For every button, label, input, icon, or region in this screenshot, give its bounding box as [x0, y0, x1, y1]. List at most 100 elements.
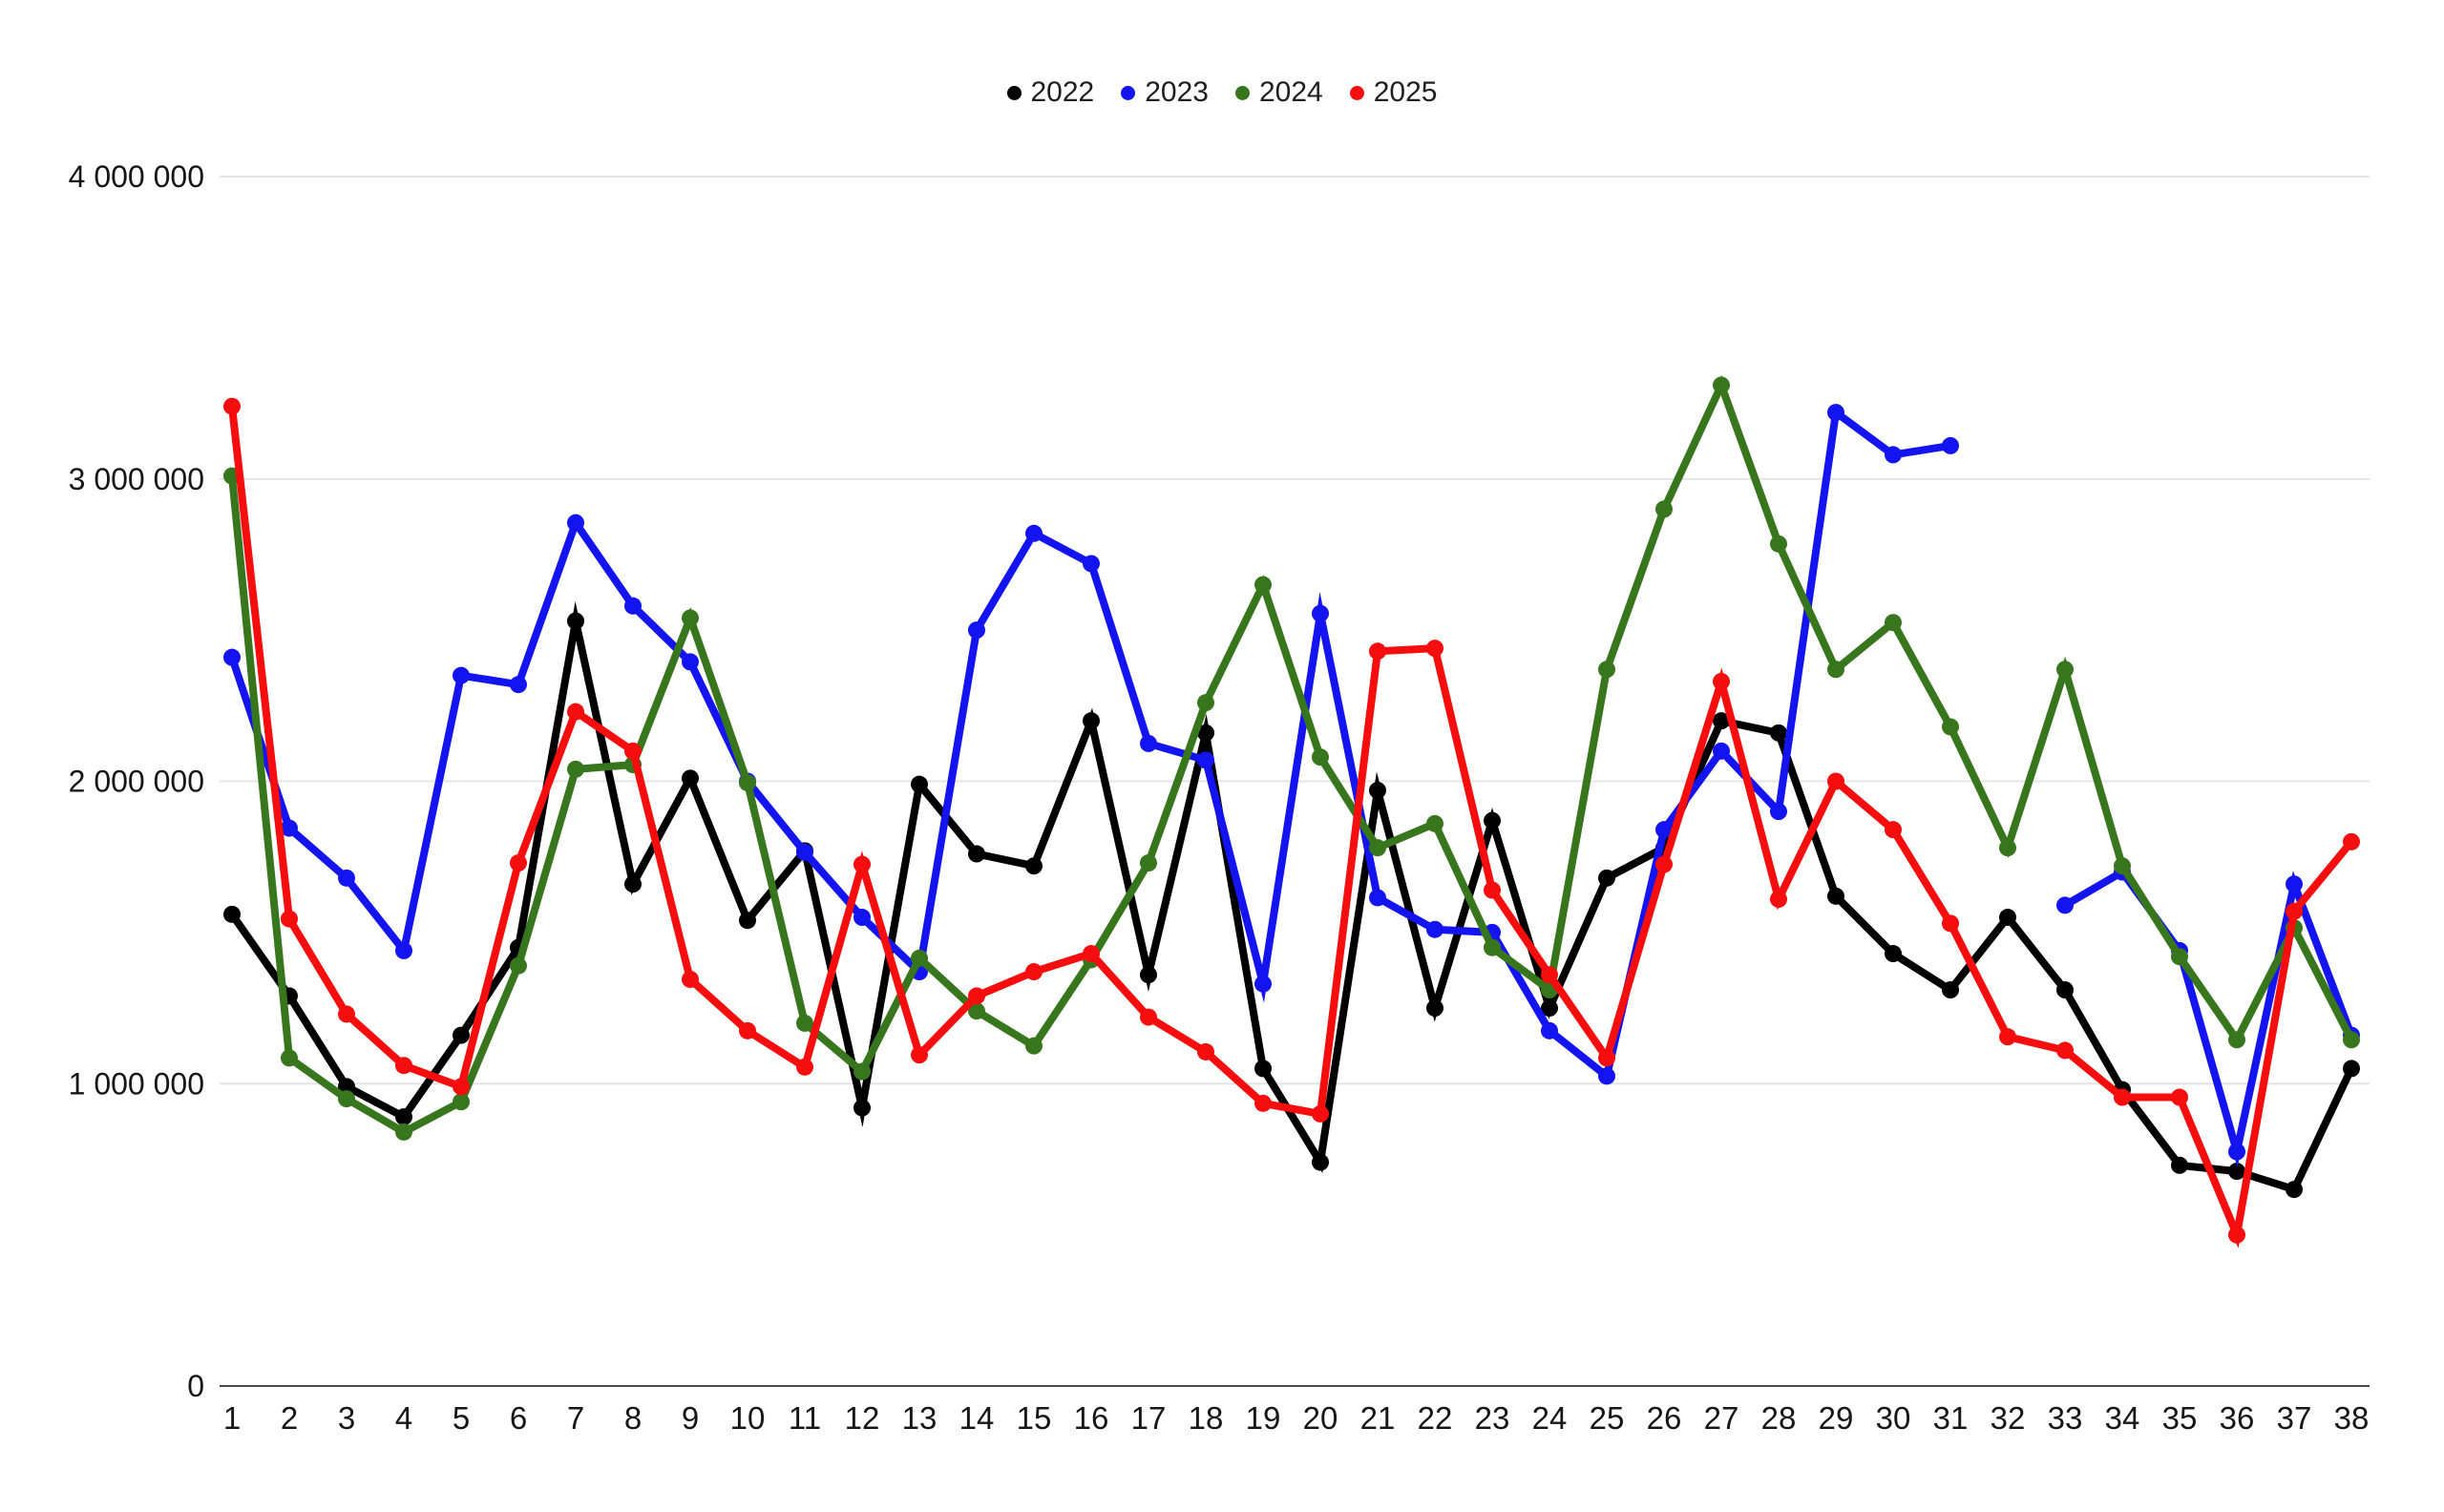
data-point-2025-35[interactable]	[2171, 1088, 2188, 1106]
data-point-2022-13[interactable]	[911, 775, 928, 793]
data-point-2022-25[interactable]	[1598, 869, 1615, 887]
data-point-2022-17[interactable]	[1140, 966, 1157, 984]
data-point-2022-8[interactable]	[624, 875, 642, 893]
data-point-2023-30[interactable]	[1885, 446, 1902, 464]
data-point-2022-5[interactable]	[453, 1026, 470, 1044]
data-point-2023-21[interactable]	[1369, 889, 1386, 907]
data-point-2025-7[interactable]	[567, 703, 584, 721]
data-point-2022-21[interactable]	[1369, 782, 1386, 800]
data-point-2022-12[interactable]	[853, 1099, 871, 1117]
data-point-2024-34[interactable]	[2114, 857, 2131, 875]
data-point-2024-9[interactable]	[682, 609, 699, 627]
data-point-2024-5[interactable]	[453, 1093, 470, 1111]
data-point-2023-33[interactable]	[2056, 896, 2074, 914]
data-point-2025-18[interactable]	[1197, 1042, 1214, 1060]
data-point-2023-8[interactable]	[624, 597, 642, 615]
data-point-2022-18[interactable]	[1197, 724, 1214, 742]
data-point-2023-4[interactable]	[395, 941, 412, 959]
data-point-2023-29[interactable]	[1827, 404, 1844, 422]
data-point-2022-31[interactable]	[1942, 981, 1959, 999]
data-point-2024-2[interactable]	[281, 1049, 298, 1067]
legend-item-2023[interactable]: 2023	[1121, 78, 1209, 107]
data-point-2024-7[interactable]	[567, 760, 584, 778]
data-point-2023-37[interactable]	[2286, 875, 2303, 893]
data-point-2022-23[interactable]	[1484, 811, 1501, 830]
data-point-2022-10[interactable]	[739, 912, 756, 930]
data-point-2025-4[interactable]	[395, 1057, 412, 1075]
data-point-2025-22[interactable]	[1426, 640, 1443, 658]
data-point-2025-16[interactable]	[1083, 945, 1100, 963]
data-point-2025-10[interactable]	[739, 1021, 756, 1040]
data-point-2023-3[interactable]	[338, 869, 355, 887]
data-point-2025-38[interactable]	[2343, 832, 2360, 850]
data-point-2024-12[interactable]	[853, 1062, 871, 1081]
data-point-2025-33[interactable]	[2056, 1041, 2074, 1060]
data-point-2022-30[interactable]	[1885, 945, 1902, 963]
data-point-2023-5[interactable]	[453, 666, 470, 684]
series-2025[interactable]	[223, 397, 2360, 1249]
data-point-2023-31[interactable]	[1942, 436, 1959, 454]
data-point-2025-13[interactable]	[911, 1046, 928, 1064]
data-point-2025-19[interactable]	[1254, 1094, 1272, 1112]
data-point-2025-14[interactable]	[968, 987, 985, 1005]
data-point-2024-25[interactable]	[1598, 661, 1615, 679]
data-point-2025-6[interactable]	[510, 854, 527, 872]
data-point-2025-21[interactable]	[1369, 642, 1386, 661]
data-point-2024-19[interactable]	[1254, 576, 1272, 594]
data-point-2025-29[interactable]	[1827, 772, 1844, 790]
data-point-2022-16[interactable]	[1083, 712, 1100, 730]
data-point-2023-19[interactable]	[1254, 975, 1272, 993]
data-point-2022-27[interactable]	[1713, 712, 1730, 730]
data-point-2023-14[interactable]	[968, 621, 985, 640]
data-point-2025-5[interactable]	[453, 1078, 470, 1096]
data-point-2022-35[interactable]	[2171, 1156, 2188, 1174]
data-point-2024-23[interactable]	[1484, 938, 1501, 956]
data-point-2023-24[interactable]	[1541, 1021, 1558, 1040]
data-point-2023-6[interactable]	[510, 676, 527, 694]
data-point-2022-15[interactable]	[1025, 857, 1043, 875]
data-point-2022-37[interactable]	[2286, 1181, 2303, 1199]
data-point-2025-27[interactable]	[1713, 672, 1730, 690]
data-point-2025-12[interactable]	[853, 855, 871, 873]
data-point-2022-1[interactable]	[223, 905, 241, 923]
data-point-2023-25[interactable]	[1598, 1067, 1615, 1085]
data-point-2025-34[interactable]	[2114, 1088, 2131, 1106]
legend-item-2024[interactable]: 2024	[1235, 78, 1323, 107]
data-point-2025-24[interactable]	[1541, 966, 1558, 984]
data-point-2024-3[interactable]	[338, 1090, 355, 1108]
data-point-2022-4[interactable]	[395, 1108, 412, 1126]
data-point-2024-29[interactable]	[1827, 661, 1844, 679]
data-point-2023-22[interactable]	[1426, 920, 1443, 938]
data-point-2024-21[interactable]	[1369, 839, 1386, 857]
data-point-2022-9[interactable]	[682, 769, 699, 788]
data-point-2025-9[interactable]	[682, 970, 699, 988]
data-point-2025-28[interactable]	[1770, 891, 1787, 909]
data-point-2025-23[interactable]	[1484, 881, 1501, 899]
data-point-2023-15[interactable]	[1025, 524, 1043, 542]
data-point-2022-33[interactable]	[2056, 981, 2074, 999]
data-point-2022-20[interactable]	[1312, 1153, 1329, 1171]
data-point-2024-36[interactable]	[2228, 1031, 2245, 1049]
data-point-2024-15[interactable]	[1025, 1037, 1043, 1055]
data-point-2024-4[interactable]	[395, 1123, 412, 1141]
data-point-2025-11[interactable]	[796, 1058, 813, 1076]
data-point-2024-20[interactable]	[1312, 748, 1329, 766]
series-2023[interactable]	[223, 404, 2360, 1168]
data-point-2024-30[interactable]	[1885, 614, 1902, 632]
data-point-2023-27[interactable]	[1713, 742, 1730, 760]
data-point-2023-28[interactable]	[1770, 803, 1787, 821]
data-point-2024-11[interactable]	[796, 1014, 813, 1032]
data-point-2022-24[interactable]	[1541, 999, 1558, 1018]
data-point-2022-19[interactable]	[1254, 1060, 1272, 1078]
data-point-2025-1[interactable]	[223, 397, 241, 415]
data-point-2023-7[interactable]	[567, 514, 584, 532]
data-point-2024-33[interactable]	[2056, 661, 2074, 679]
data-point-2025-32[interactable]	[1999, 1028, 2016, 1046]
data-point-2022-29[interactable]	[1827, 887, 1844, 905]
data-point-2025-31[interactable]	[1942, 914, 1959, 933]
data-point-2023-9[interactable]	[682, 653, 699, 671]
data-point-2025-30[interactable]	[1885, 821, 1902, 839]
data-point-2025-37[interactable]	[2286, 902, 2303, 920]
legend-item-2025[interactable]: 2025	[1349, 78, 1438, 107]
